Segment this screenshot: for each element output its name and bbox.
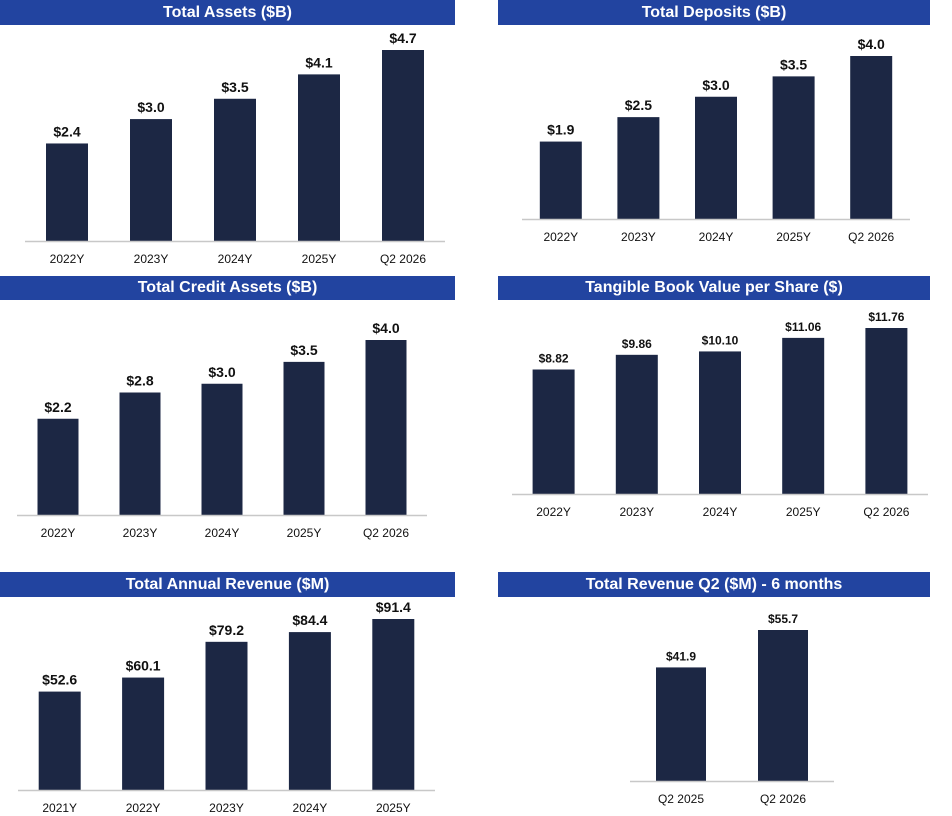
data-label: $4.1 — [305, 54, 332, 70]
x-tick-label: 2025Y — [302, 252, 337, 266]
chart-title: Tangible Book Value per Share ($) — [498, 276, 930, 300]
data-label: $3.0 — [137, 99, 164, 115]
x-tick-label: 2023Y — [209, 801, 244, 815]
data-label: $84.4 — [292, 612, 327, 628]
bar-2025y — [782, 337, 825, 494]
bar-2024y — [699, 351, 741, 494]
bar-2025y — [298, 74, 340, 241]
bar-2022y — [46, 143, 88, 241]
x-tick-label: 2023Y — [619, 505, 654, 519]
x-tick-label: Q2 2026 — [363, 526, 409, 540]
bar-2025y — [283, 361, 325, 515]
data-label: $60.1 — [126, 658, 161, 674]
x-tick-label: 2021Y — [42, 801, 77, 815]
data-label: $10.10 — [702, 333, 739, 347]
x-tick-label: Q2 2026 — [848, 230, 894, 244]
x-tick-label: 2022Y — [536, 505, 571, 519]
bar-2022y — [539, 141, 582, 219]
bar-2025y — [772, 76, 815, 219]
x-tick-label: 2024Y — [293, 801, 328, 815]
x-tick-label: 2024Y — [703, 505, 738, 519]
bar-2023y — [130, 119, 172, 241]
bar-q2-2025 — [656, 667, 706, 781]
bar-chart-tbv-per-share: $8.82 2022Y $9.86 2023Y $10.10 2024Y $11.06 202… — [512, 310, 928, 519]
x-tick-label: 2022Y — [50, 252, 85, 266]
data-label: $4.0 — [372, 320, 399, 336]
data-label: $11.06 — [785, 320, 821, 334]
data-label: $4.7 — [389, 30, 416, 46]
x-tick-label: 2023Y — [134, 252, 169, 266]
chart-title: Total Deposits ($B) — [498, 0, 930, 25]
x-tick-label: 2024Y — [699, 230, 734, 244]
x-tick-label: 2024Y — [205, 526, 240, 540]
data-label: $3.5 — [290, 342, 317, 358]
bar-q2-2026 — [365, 340, 407, 515]
bar-2025y — [372, 619, 415, 790]
data-label: $3.5 — [780, 56, 807, 72]
bar-2023y — [615, 354, 658, 494]
x-tick-label: 2025Y — [786, 505, 821, 519]
chart-panel-annual-revenue: Total Annual Revenue ($M) $52.6 2021Y $60.… — [0, 572, 476, 816]
bar-2022y — [532, 369, 575, 494]
bar-chart-annual-revenue: $52.6 2021Y $60.1 2022Y $79.2 2023Y $84.4 2024Y… — [18, 599, 435, 815]
data-label: $11.76 — [868, 310, 904, 324]
data-label: $3.0 — [702, 77, 729, 93]
bar-2024y — [695, 96, 737, 219]
x-tick-label: 2022Y — [543, 230, 578, 244]
bar-2024y — [288, 632, 331, 790]
data-label: $4.0 — [858, 36, 885, 52]
chart-panel-total-assets: Total Assets ($B) $2.4 2022Y $3.0 2023Y $3.5… — [0, 0, 476, 270]
data-label: $41.9 — [666, 649, 696, 663]
x-tick-label: Q2 2026 — [863, 505, 909, 519]
data-label: $79.2 — [209, 622, 244, 638]
data-label: $52.6 — [42, 672, 77, 688]
bar-2022y — [122, 677, 165, 790]
bar-2022y — [37, 418, 79, 515]
data-label: $3.5 — [221, 79, 248, 95]
data-label: $2.8 — [126, 373, 153, 389]
chart-title: Total Revenue Q2 ($M) - 6 months — [498, 572, 930, 597]
data-label: $91.4 — [376, 599, 411, 615]
bar-2024y — [201, 383, 243, 515]
bar-chart-q2-revenue: $41.9 Q2 2025 $55.7 Q2 2026 — [630, 612, 834, 806]
x-tick-label: 2023Y — [123, 526, 158, 540]
data-label: $3.0 — [208, 364, 235, 380]
x-tick-label: 2025Y — [287, 526, 322, 540]
bar-q2-2026 — [382, 50, 424, 241]
bar-2023y — [205, 641, 248, 790]
bar-2023y — [119, 392, 161, 515]
x-tick-label: 2023Y — [621, 230, 656, 244]
chart-title: Total Assets ($B) — [0, 0, 455, 25]
chart-title: Total Credit Assets ($B) — [0, 276, 455, 300]
chart-panel-total-credit-assets: Total Credit Assets ($B) $2.2 2022Y $2.8 20… — [0, 276, 476, 566]
x-tick-label: Q2 2025 — [658, 792, 704, 806]
chart-panel-tbv-per-share: Tangible Book Value per Share ($) $8.82 2… — [476, 276, 952, 566]
data-label: $1.9 — [547, 122, 574, 138]
bar-q2-2026 — [850, 56, 893, 219]
x-tick-label: 2024Y — [218, 252, 253, 266]
x-tick-label: 2025Y — [776, 230, 811, 244]
data-label: $2.5 — [625, 97, 652, 113]
bar-2023y — [617, 117, 660, 219]
x-tick-label: Q2 2026 — [380, 252, 426, 266]
bar-chart-total-deposits: $1.9 2022Y $2.5 2023Y $3.0 2024Y $3.5 2025Y $4.0… — [522, 36, 910, 244]
bar-chart-total-assets: $2.4 2022Y $3.0 2023Y $3.5 2024Y $4.1 2025Y $4.7… — [25, 30, 445, 266]
x-tick-label: 2022Y — [126, 801, 161, 815]
x-tick-label: 2022Y — [41, 526, 76, 540]
bar-q2-2026 — [865, 328, 908, 494]
data-label: $2.2 — [44, 399, 71, 415]
data-label: $8.82 — [539, 352, 569, 366]
data-label: $2.4 — [53, 123, 80, 139]
data-label: $55.7 — [768, 612, 798, 626]
x-tick-label: 2025Y — [376, 801, 411, 815]
chart-panel-q2-revenue: Total Revenue Q2 ($M) - 6 months $41.9 Q2… — [476, 572, 952, 816]
chart-panel-total-deposits: Total Deposits ($B) $1.9 2022Y $2.5 2023Y $3… — [476, 0, 952, 270]
bar-q2-2026 — [758, 630, 808, 781]
bar-2021y — [38, 691, 81, 790]
bar-2024y — [214, 98, 256, 241]
x-tick-label: Q2 2026 — [760, 792, 806, 806]
data-label: $9.86 — [622, 337, 652, 351]
chart-title: Total Annual Revenue ($M) — [0, 572, 455, 597]
bar-chart-total-credit-assets: $2.2 2022Y $2.8 2023Y $3.0 2024Y $3.5 2025Y $4.0… — [17, 320, 427, 540]
